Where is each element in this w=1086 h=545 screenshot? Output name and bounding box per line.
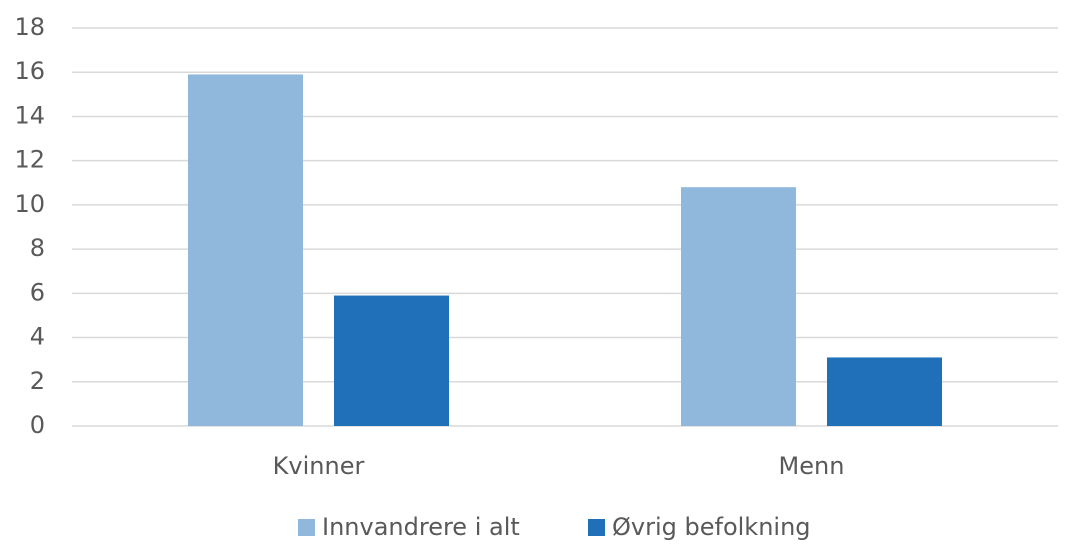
y-tick-label: 2 bbox=[30, 367, 45, 395]
y-tick-label: 4 bbox=[30, 323, 45, 351]
y-tick-label: 6 bbox=[30, 278, 45, 306]
x-tick-label: Kvinner bbox=[273, 452, 365, 480]
y-tick-label: 14 bbox=[14, 101, 45, 129]
bar bbox=[827, 357, 942, 426]
legend-swatch bbox=[298, 519, 315, 536]
y-tick-label: 8 bbox=[30, 234, 45, 262]
bar bbox=[188, 74, 303, 426]
y-tick-label: 16 bbox=[14, 57, 45, 85]
y-tick-label: 0 bbox=[30, 411, 45, 439]
legend-label: Øvrig befolkning bbox=[612, 513, 811, 541]
bar bbox=[334, 295, 449, 426]
bar bbox=[681, 187, 796, 426]
y-tick-label: 18 bbox=[14, 13, 45, 41]
x-tick-label: Menn bbox=[779, 452, 845, 480]
y-tick-label: 12 bbox=[14, 146, 45, 174]
legend-swatch bbox=[588, 519, 605, 536]
legend-label: Innvandrere i alt bbox=[322, 513, 520, 541]
y-tick-label: 10 bbox=[14, 190, 45, 218]
